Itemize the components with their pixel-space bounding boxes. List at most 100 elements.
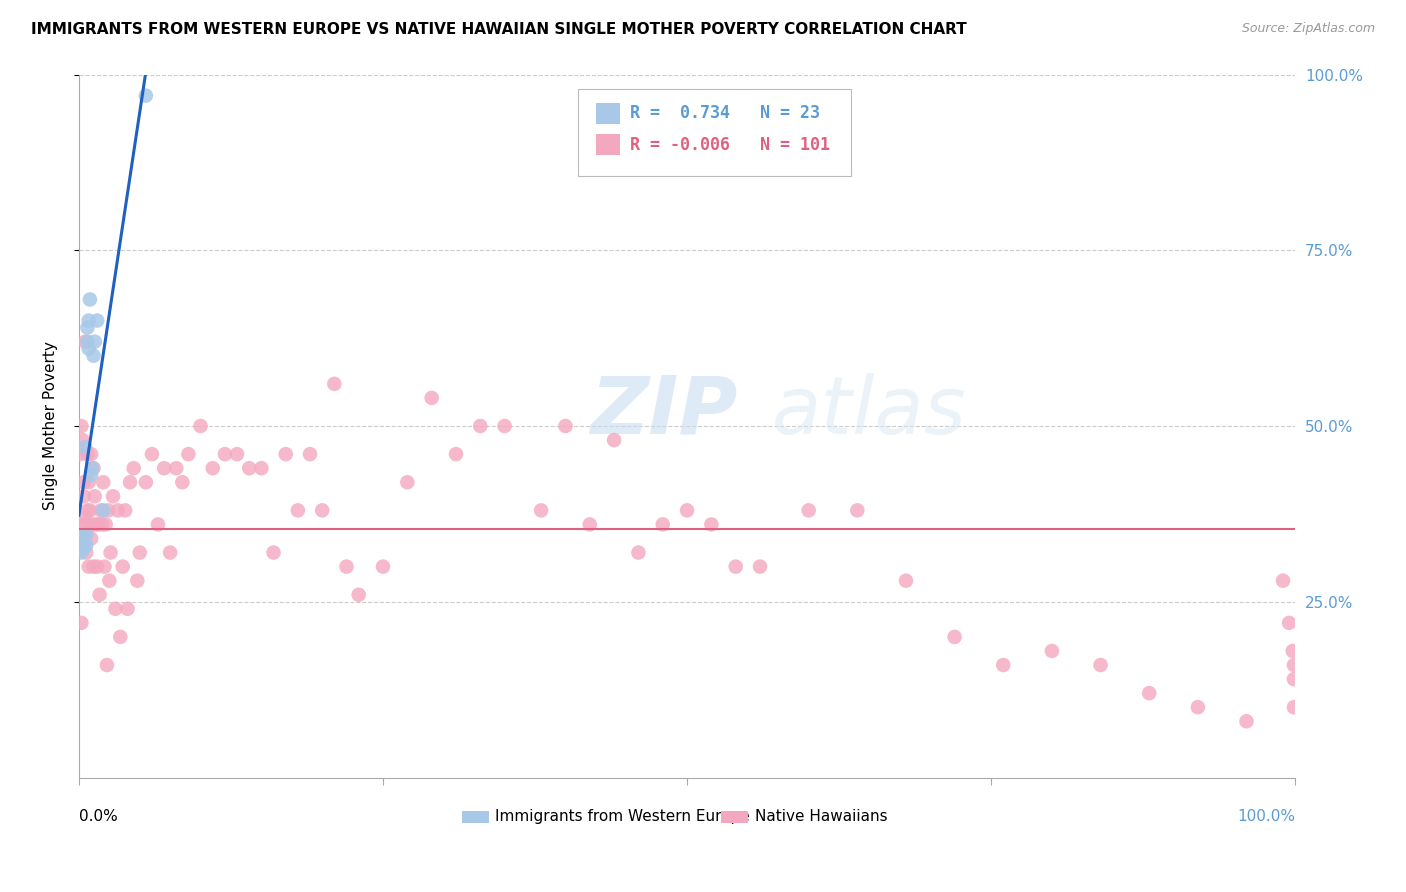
- Point: [530, 503, 553, 517]
- Point: [846, 503, 869, 517]
- Point: [73, 334, 96, 349]
- Point: [135, 475, 157, 490]
- Point: [159, 545, 181, 559]
- Point: [76, 503, 98, 517]
- Point: [894, 574, 917, 588]
- Point: [250, 461, 273, 475]
- Point: [107, 503, 129, 517]
- Point: [323, 376, 346, 391]
- Point: [347, 588, 370, 602]
- Text: ZIP: ZIP: [589, 373, 737, 451]
- Point: [1278, 615, 1301, 630]
- Point: [114, 503, 136, 517]
- Point: [724, 559, 747, 574]
- Point: [69, 539, 91, 553]
- Point: [83, 349, 105, 363]
- Point: [396, 475, 419, 490]
- Point: [75, 539, 97, 553]
- Point: [153, 461, 176, 475]
- Point: [77, 559, 100, 574]
- Point: [146, 517, 169, 532]
- Point: [90, 503, 112, 517]
- FancyBboxPatch shape: [578, 88, 851, 177]
- Point: [73, 440, 96, 454]
- Point: [263, 545, 285, 559]
- Point: [1137, 686, 1160, 700]
- Point: [111, 559, 134, 574]
- Bar: [596, 103, 620, 124]
- Point: [79, 503, 101, 517]
- Point: [470, 419, 492, 434]
- Point: [128, 545, 150, 559]
- Point: [274, 447, 297, 461]
- Point: [190, 419, 212, 434]
- Point: [165, 461, 187, 475]
- Point: [75, 517, 97, 532]
- Point: [73, 528, 96, 542]
- Point: [80, 447, 103, 461]
- Point: [420, 391, 443, 405]
- Text: 0.0%: 0.0%: [79, 809, 118, 824]
- Point: [201, 461, 224, 475]
- Point: [172, 475, 194, 490]
- Point: [627, 545, 650, 559]
- Text: R =  0.734   N = 23: R = 0.734 N = 23: [630, 104, 820, 122]
- Point: [226, 447, 249, 461]
- Point: [98, 574, 121, 588]
- Bar: [596, 135, 620, 155]
- Point: [603, 433, 626, 447]
- Point: [72, 433, 94, 447]
- Point: [700, 517, 723, 532]
- Point: [72, 542, 94, 557]
- Point: [75, 528, 97, 542]
- Point: [76, 320, 98, 334]
- Point: [76, 334, 98, 349]
- Point: [80, 468, 103, 483]
- Point: [676, 503, 699, 517]
- Point: [73, 539, 96, 553]
- Point: [73, 475, 96, 490]
- Point: [122, 461, 145, 475]
- Point: [73, 532, 96, 546]
- Point: [1272, 574, 1295, 588]
- Point: [80, 532, 103, 546]
- Point: [77, 313, 100, 327]
- Point: [335, 559, 357, 574]
- Point: [1187, 700, 1209, 714]
- Point: [371, 559, 394, 574]
- Point: [104, 602, 127, 616]
- Point: [83, 489, 105, 503]
- Point: [87, 517, 110, 532]
- Point: [70, 419, 93, 434]
- Point: [91, 503, 114, 517]
- Point: [444, 447, 467, 461]
- Point: [73, 535, 96, 549]
- Point: [749, 559, 772, 574]
- Point: [238, 461, 260, 475]
- Point: [1236, 714, 1258, 729]
- Point: [84, 517, 107, 532]
- Point: [70, 545, 93, 559]
- Point: [82, 517, 104, 532]
- Text: atlas: atlas: [772, 373, 967, 451]
- Bar: [721, 811, 748, 823]
- Point: [96, 658, 118, 673]
- Point: [91, 517, 114, 532]
- Point: [76, 447, 98, 461]
- Point: [83, 461, 105, 475]
- Text: Source: ZipAtlas.com: Source: ZipAtlas.com: [1241, 22, 1375, 36]
- Point: [73, 489, 96, 503]
- Text: Immigrants from Western Europe: Immigrants from Western Europe: [495, 809, 749, 824]
- Point: [651, 517, 673, 532]
- Point: [100, 545, 122, 559]
- Point: [578, 517, 600, 532]
- Point: [73, 532, 96, 546]
- Text: IMMIGRANTS FROM WESTERN EUROPE VS NATIVE HAWAIIAN SINGLE MOTHER POVERTY CORRELAT: IMMIGRANTS FROM WESTERN EUROPE VS NATIVE…: [31, 22, 967, 37]
- Point: [86, 559, 108, 574]
- Point: [118, 475, 141, 490]
- Text: R = -0.006   N = 101: R = -0.006 N = 101: [630, 136, 830, 153]
- Point: [94, 517, 117, 532]
- Point: [83, 334, 105, 349]
- Point: [83, 559, 105, 574]
- Point: [141, 447, 163, 461]
